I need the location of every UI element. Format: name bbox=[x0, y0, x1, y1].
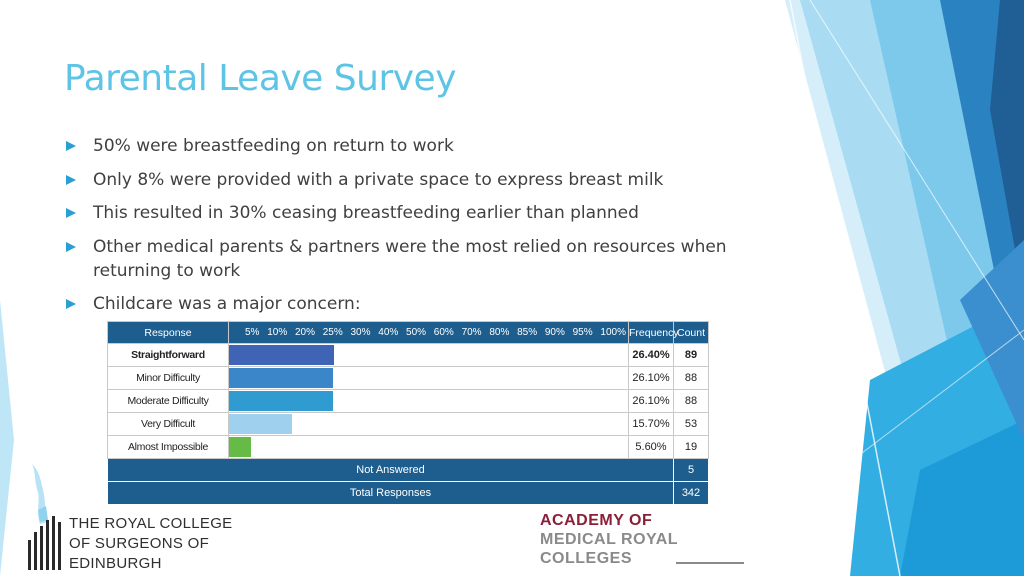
bullet-arrow-icon bbox=[66, 208, 76, 218]
not-answered-label: Not Answered bbox=[107, 458, 674, 482]
frequency-bar bbox=[229, 437, 252, 457]
rcs-line: EDINBURGH bbox=[69, 555, 162, 572]
table-row: Very Difficult 15.70% 53 bbox=[107, 412, 709, 436]
scale-labels: 5% 10% 20% 25% 30% 40% 50% 60% 70% 80% 85% 90% 95% 10… bbox=[229, 327, 628, 338]
bar-cell bbox=[228, 412, 629, 436]
response-label: Minor Difficulty bbox=[107, 366, 229, 390]
rcs-line: THE ROYAL COLLEGE bbox=[69, 515, 233, 532]
scale-tick-label: 40% bbox=[378, 327, 399, 338]
frequency-value: 26.40% bbox=[628, 343, 674, 367]
bar-cell bbox=[228, 435, 629, 459]
table-row: Minor Difficulty 26.10% 88 bbox=[107, 366, 709, 390]
table-row: Straightforward 26.40% 89 bbox=[107, 343, 709, 367]
scale-tick-label: 60% bbox=[433, 327, 454, 338]
not-answered-row: Not Answered 5 bbox=[107, 458, 709, 482]
frequency-value: 26.10% bbox=[628, 389, 674, 413]
frequency-value: 26.10% bbox=[628, 366, 674, 390]
bullet-item: Only 8% were provided with a private spa… bbox=[66, 168, 786, 192]
response-label: Moderate Difficulty bbox=[107, 389, 229, 413]
frequency-bar bbox=[229, 414, 292, 434]
scale-tick-label: 70% bbox=[461, 327, 482, 338]
bullet-arrow-icon bbox=[66, 299, 76, 309]
rcs-logo-icon bbox=[28, 464, 61, 570]
count-value: 88 bbox=[673, 389, 709, 413]
header-scale: 5% 10% 20% 25% 30% 40% 50% 60% 70% 80% 85% 90% 95% 10… bbox=[228, 321, 629, 344]
table-row: Almost Impossible 5.60% 19 bbox=[107, 435, 709, 459]
bullet-list: 50% were breastfeeding on return to work… bbox=[66, 134, 786, 326]
rcs-logo-text: THE ROYAL COLLEGE OF SURGEONS OF EDINBUR… bbox=[69, 514, 232, 574]
scale-tick-label: 25% bbox=[322, 327, 343, 338]
count-value: 53 bbox=[673, 412, 709, 436]
bullet-item: 50% were breastfeeding on return to work bbox=[66, 134, 786, 158]
bar-cell bbox=[228, 389, 629, 413]
scale-tick-label: 85% bbox=[517, 327, 538, 338]
page-title: Parental Leave Survey bbox=[64, 58, 457, 99]
frequency-bar bbox=[229, 391, 334, 411]
bullet-item: This resulted in 30% ceasing breastfeedi… bbox=[66, 201, 786, 225]
total-responses-label: Total Responses bbox=[107, 481, 674, 505]
amrc-logo: ACADEMY OF MEDICAL ROYAL COLLEGES bbox=[540, 511, 744, 568]
header-response: Response bbox=[107, 321, 229, 344]
header-count: Count bbox=[673, 321, 709, 344]
bullet-text: This resulted in 30% ceasing breastfeedi… bbox=[93, 203, 639, 223]
scale-tick-label: 100% bbox=[600, 327, 626, 338]
total-responses-row: Total Responses 342 bbox=[107, 481, 709, 505]
frequency-value: 15.70% bbox=[628, 412, 674, 436]
bullet-text: 50% were breastfeeding on return to work bbox=[93, 136, 454, 156]
scale-tick-label: 30% bbox=[350, 327, 371, 338]
frequency-bar bbox=[229, 368, 334, 388]
scale-tick-label: 20% bbox=[294, 327, 315, 338]
bullet-arrow-icon bbox=[66, 241, 76, 252]
bullet-text: Only 8% were provided with a private spa… bbox=[93, 169, 664, 190]
total-responses-count: 342 bbox=[673, 481, 709, 505]
bullet-arrow-icon bbox=[66, 141, 76, 151]
amrc-rule bbox=[676, 562, 744, 564]
scale-tick-label: 5% bbox=[245, 327, 260, 338]
amrc-line: COLLEGES bbox=[540, 550, 633, 567]
response-label: Straightforward bbox=[107, 343, 229, 367]
frequency-value: 5.60% bbox=[628, 435, 674, 459]
table-row: Moderate Difficulty 26.10% 88 bbox=[107, 389, 709, 413]
scale-tick-label: 10% bbox=[267, 327, 288, 338]
survey-body: Straightforward 26.40% 89 Minor Difficulty 2… bbox=[107, 343, 709, 459]
scale-tick-label: 95% bbox=[572, 327, 593, 338]
scale-tick-label: 90% bbox=[544, 327, 565, 338]
amrc-line: ACADEMY OF bbox=[540, 512, 653, 529]
count-value: 88 bbox=[673, 366, 709, 390]
not-answered-count: 5 bbox=[673, 458, 709, 482]
scale-tick-label: 80% bbox=[489, 327, 510, 338]
bar-cell bbox=[228, 343, 629, 367]
amrc-line: MEDICAL ROYAL bbox=[540, 531, 679, 548]
childcare-survey-table: Response 5% 10% 20% 25% 30% 40% 50% 60% 70% 80% 85… bbox=[107, 321, 709, 505]
count-value: 19 bbox=[673, 435, 709, 459]
bullet-item: Other medical parents & partners were th… bbox=[66, 235, 786, 283]
response-label: Very Difficult bbox=[107, 412, 229, 436]
bullet-text: Childcare was a major concern: bbox=[93, 294, 361, 314]
rcs-line: OF SURGEONS OF bbox=[69, 535, 210, 552]
bar-cell bbox=[228, 366, 629, 390]
scale-tick-label: 50% bbox=[406, 327, 427, 338]
count-value: 89 bbox=[673, 343, 709, 367]
header-frequency: Frequency bbox=[628, 321, 679, 344]
frequency-bar bbox=[229, 345, 335, 365]
response-label: Almost Impossible bbox=[107, 435, 229, 459]
bullet-text: Other medical parents & partners were th… bbox=[93, 236, 727, 281]
bullet-item: Childcare was a major concern: bbox=[66, 292, 786, 316]
bullet-arrow-icon bbox=[66, 174, 76, 185]
